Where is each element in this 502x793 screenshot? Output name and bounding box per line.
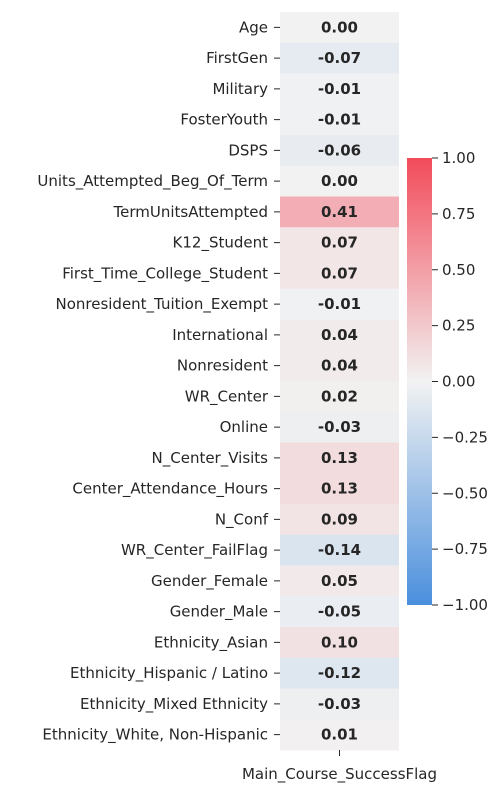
heatmap-cell [280, 688, 399, 720]
row-label: K12_Student [173, 234, 269, 253]
cell-value-label: 0.10 [321, 633, 358, 651]
cell-value-label: 0.13 [321, 449, 358, 467]
heatmap-cell [280, 719, 399, 751]
cell-value-label: 0.07 [321, 234, 358, 252]
heatmap-cell [280, 381, 399, 413]
row-label: Ethnicity_Mixed Ethnicity [80, 695, 268, 714]
row-labels: Age FirstGen Military FosterYouth DSPS Units_… [37, 18, 280, 745]
row-label: Nonresident [177, 357, 268, 375]
heatmap-cell [280, 627, 399, 659]
colorbar-ticks: 1.00 0.75 0.50 0.25 0.00 −0.25 −0.50 −0.75 −1.00 [432, 149, 488, 614]
heatmap-cell [280, 42, 399, 74]
heatmap-cell [280, 565, 399, 597]
heatmap-cell [280, 258, 399, 290]
cell-value-label: 0.00 [321, 18, 358, 36]
row-label: DSPS [228, 141, 268, 159]
heatmap-cell [280, 319, 399, 351]
heatmap-cells: 0.00 -0.07 -0.01 -0.01 -0.06 0.00 0.41 0.07 0.07… [280, 12, 399, 751]
row-label: Military [212, 80, 268, 98]
row-label: TermUnitsAttempted [113, 203, 268, 221]
row-label: N_Center_Visits [152, 449, 269, 468]
row-label: Gender_Male [170, 603, 268, 622]
cell-value-label: -0.01 [318, 80, 361, 98]
row-label: Online [220, 418, 268, 436]
colorbar-tick-label: 0.25 [442, 317, 475, 335]
heatmap-cell [280, 227, 399, 259]
cell-value-label: -0.06 [318, 141, 361, 159]
cell-value-label: -0.03 [318, 418, 361, 436]
heatmap-cell [280, 73, 399, 105]
row-label: FirstGen [206, 49, 268, 67]
cell-value-label: 0.04 [321, 326, 358, 344]
cell-value-label: -0.12 [318, 664, 361, 682]
row-label: Nonresident_Tuition_Exempt [55, 295, 268, 314]
row-label: N_Conf [215, 510, 269, 529]
cell-value-label: 0.09 [321, 510, 358, 528]
row-label: Units_Attempted_Beg_Of_Term [37, 172, 268, 191]
heatmap-cell [280, 442, 399, 474]
cell-value-label: 0.13 [321, 480, 358, 498]
row-label: Ethnicity_Hispanic / Latino [70, 664, 268, 683]
cell-value-label: -0.05 [318, 603, 361, 621]
cell-value-label: 0.05 [321, 572, 358, 590]
heatmap-cell [280, 104, 399, 136]
row-label: Age [239, 18, 268, 36]
heatmap-cell [280, 411, 399, 443]
heatmap-cell [280, 504, 399, 536]
heatmap-cell [280, 165, 399, 197]
heatmap-cell [280, 288, 399, 320]
row-label: WR_Center_FailFlag [121, 541, 268, 560]
heatmap-cell [280, 534, 399, 566]
row-label: Center_Attendance_Hours [72, 480, 268, 499]
cell-value-label: -0.03 [318, 695, 361, 713]
colorbar-gradient [407, 158, 432, 605]
cell-value-label: -0.01 [318, 295, 361, 313]
colorbar [407, 158, 432, 605]
row-label: WR_Center [185, 387, 269, 406]
heatmap-cell [280, 196, 399, 228]
colorbar-tick-label: 0.50 [442, 261, 475, 279]
cell-value-label: 0.41 [321, 203, 358, 221]
cell-value-label: 0.07 [321, 264, 358, 282]
colorbar-tick-label: 0.00 [442, 373, 475, 391]
row-label: FosterYouth [180, 111, 268, 129]
row-label: International [172, 326, 268, 344]
colorbar-tick-label: 1.00 [442, 149, 475, 167]
cell-value-label: 0.01 [321, 726, 358, 744]
cell-value-label: 0.04 [321, 357, 358, 375]
heatmap-cell [280, 135, 399, 167]
heatmap-cell [280, 657, 399, 689]
cell-value-label: -0.07 [318, 49, 361, 67]
column-label: Main_Course_SuccessFlag [242, 765, 437, 784]
colorbar-tick-label: −0.75 [442, 540, 488, 558]
heatmap-cell [280, 12, 399, 44]
row-label: Gender_Female [151, 572, 268, 591]
cell-value-label: -0.01 [318, 111, 361, 129]
colorbar-tick-label: −0.50 [442, 484, 488, 502]
cell-value-label: 0.02 [321, 387, 358, 405]
colorbar-tick-label: −0.25 [442, 428, 488, 446]
cell-value-label: -0.14 [318, 541, 361, 559]
heatmap-cell [280, 473, 399, 505]
heatmap-cell [280, 350, 399, 382]
column-labels: Main_Course_SuccessFlag [242, 750, 437, 784]
row-label: First_Time_College_Student [62, 264, 268, 283]
row-label: Ethnicity_Asian [154, 633, 268, 652]
heatmap-cell [280, 596, 399, 628]
cell-value-label: 0.00 [321, 172, 358, 190]
colorbar-tick-label: 0.75 [442, 205, 475, 223]
colorbar-tick-label: −1.00 [442, 596, 488, 614]
row-label: Ethnicity_White, Non-Hispanic [42, 726, 268, 745]
